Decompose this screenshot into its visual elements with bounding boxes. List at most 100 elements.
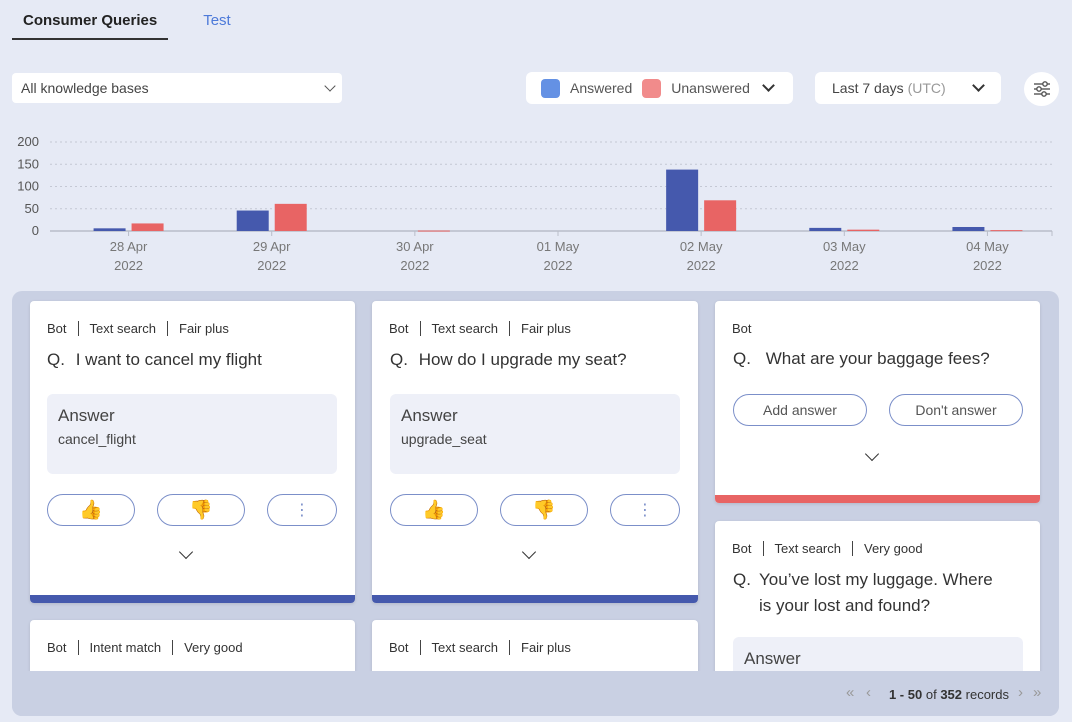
pagination-unit: records <box>965 687 1009 702</box>
chevron-down-icon <box>972 79 985 92</box>
tab-bar: Consumer Queries Test <box>12 0 266 40</box>
last-page-icon[interactable]: » <box>1033 684 1042 701</box>
question-text: How do I upgrade my seat? <box>418 350 627 369</box>
tag-quality: Fair plus <box>179 321 229 336</box>
answer-value: upgrade_seat <box>401 431 487 447</box>
more-options-button[interactable]: ⋮ <box>610 494 680 526</box>
add-answer-label: Add answer <box>763 402 837 418</box>
thumbs-up-button[interactable]: 👍 <box>47 494 135 526</box>
tag-method: Text search <box>431 640 498 655</box>
thumbs-up-button[interactable]: 👍 <box>390 494 478 526</box>
tag-method: Text search <box>774 541 841 556</box>
kebab-icon: ⋮ <box>637 502 653 519</box>
expand-chevron-icon[interactable] <box>521 544 537 560</box>
thumbs-down-button[interactable]: 👎 <box>157 494 245 526</box>
card-tags: Bot Text search Fair plus <box>389 321 571 336</box>
pagination-summary: 1 - 50 of 352 records <box>889 687 1009 702</box>
knowledge-base-select[interactable]: All knowledge bases <box>12 73 342 103</box>
x-tick-label-year: 2022 <box>544 258 573 273</box>
y-tick-label: 200 <box>17 134 39 149</box>
status-bar <box>372 595 698 603</box>
filter-settings-button[interactable] <box>1024 72 1059 106</box>
x-tick-label-date: 29 Apr <box>253 239 291 254</box>
tag-source: Bot <box>389 321 409 336</box>
card-tags: Bot <box>732 321 752 336</box>
x-tick-label-year: 2022 <box>257 258 286 273</box>
answered-swatch <box>541 78 560 98</box>
tag-quality: Very good <box>184 640 243 655</box>
chevron-down-icon <box>762 79 775 92</box>
card-question: Q. You’ve lost my luggage. Where is your… <box>733 567 1028 619</box>
chevron-down-icon <box>324 80 336 92</box>
card-tags: Bot Text search Very good <box>732 541 923 556</box>
answered-bar <box>93 228 126 231</box>
status-bar <box>30 595 355 603</box>
tag-source: Bot <box>47 640 67 655</box>
card-tags: Bot Text search Fair plus <box>389 640 571 655</box>
answer-title: Answer <box>744 649 801 668</box>
answer-title: Answer <box>401 406 458 425</box>
legend-answered-label: Answered <box>570 80 633 96</box>
question-text: What are your baggage fees? <box>765 349 990 368</box>
date-range-dropdown[interactable]: Last 7 days (UTC) <box>815 72 1001 104</box>
prev-page-icon[interactable]: ‹ <box>866 684 871 701</box>
x-tick-label-year: 2022 <box>114 258 143 273</box>
unanswered-bar <box>704 200 737 231</box>
series-filter-dropdown[interactable]: Answered Unanswered <box>526 72 793 104</box>
knowledge-base-value: All knowledge bases <box>21 80 149 96</box>
y-tick-label: 150 <box>17 156 39 171</box>
tag-quality: Fair plus <box>521 640 571 655</box>
query-card: Bot Text search Fair plus Q. I want to c… <box>30 301 355 603</box>
status-bar <box>715 495 1040 503</box>
unanswered-bar <box>417 230 450 232</box>
card-question: Q. What are your baggage fees? <box>733 346 1028 372</box>
x-tick-label-date: 28 Apr <box>110 239 148 254</box>
y-tick-label: 100 <box>17 179 39 194</box>
tab-test[interactable]: Test <box>203 12 231 29</box>
date-range-value: Last 7 days <box>832 80 904 96</box>
next-page-icon[interactable]: › <box>1018 684 1023 701</box>
tag-quality: Fair plus <box>521 321 571 336</box>
pagination-bar: « ‹ 1 - 50 of 352 records › » <box>12 671 1059 716</box>
dont-answer-label: Don't answer <box>915 402 997 418</box>
expand-chevron-icon[interactable] <box>178 544 194 560</box>
date-range-timezone: (UTC) <box>907 80 946 96</box>
question-prefix: Q. <box>733 570 751 589</box>
sliders-icon <box>1033 81 1050 97</box>
question-text: I want to cancel my flight <box>75 350 262 369</box>
expand-chevron-icon[interactable] <box>864 446 880 462</box>
tag-source: Bot <box>47 321 67 336</box>
tag-source: Bot <box>389 640 409 655</box>
x-tick-label-date: 30 Apr <box>396 239 434 254</box>
thumbs-down-icon: 👎 <box>189 500 213 521</box>
card-question: Q. How do I upgrade my seat? <box>390 347 680 373</box>
answer-title: Answer <box>58 406 115 425</box>
thumbs-up-icon: 👍 <box>79 500 103 521</box>
question-prefix: Q. <box>47 350 65 369</box>
tag-method: Text search <box>89 321 156 336</box>
first-page-icon[interactable]: « <box>846 684 855 701</box>
add-answer-button[interactable]: Add answer <box>733 394 867 426</box>
tag-source: Bot <box>732 541 752 556</box>
answered-bar <box>236 210 269 231</box>
x-tick-label-date: 04 May <box>966 239 1009 254</box>
query-card: Bot Q. What are your baggage fees? Add a… <box>715 301 1040 503</box>
unanswered-swatch <box>642 78 662 98</box>
tag-method: Intent match <box>89 640 162 655</box>
tab-consumer-queries[interactable]: Consumer Queries <box>12 0 169 40</box>
dont-answer-button[interactable]: Don't answer <box>889 394 1023 426</box>
x-tick-label-date: 03 May <box>823 239 866 254</box>
answered-bar <box>666 169 699 231</box>
legend-unanswered-label: Unanswered <box>671 80 750 96</box>
answer-box: Answer cancel_flight <box>47 394 337 474</box>
card-question: Q. I want to cancel my flight <box>47 347 337 373</box>
answered-bar <box>809 227 842 231</box>
unanswered-bar <box>990 230 1023 232</box>
queries-bar-chart: 0 50 100 150 200 28 Apr 2022 29 Apr 2022 30 Apr 20… <box>17 134 1053 273</box>
kebab-icon: ⋮ <box>294 502 310 519</box>
x-tick-label-year: 2022 <box>400 258 429 273</box>
pagination-of: of <box>925 687 937 702</box>
thumbs-down-button[interactable]: 👎 <box>500 494 588 526</box>
question-text-line-1: You’ve lost my luggage. Where <box>759 570 993 589</box>
more-options-button[interactable]: ⋮ <box>267 494 337 526</box>
